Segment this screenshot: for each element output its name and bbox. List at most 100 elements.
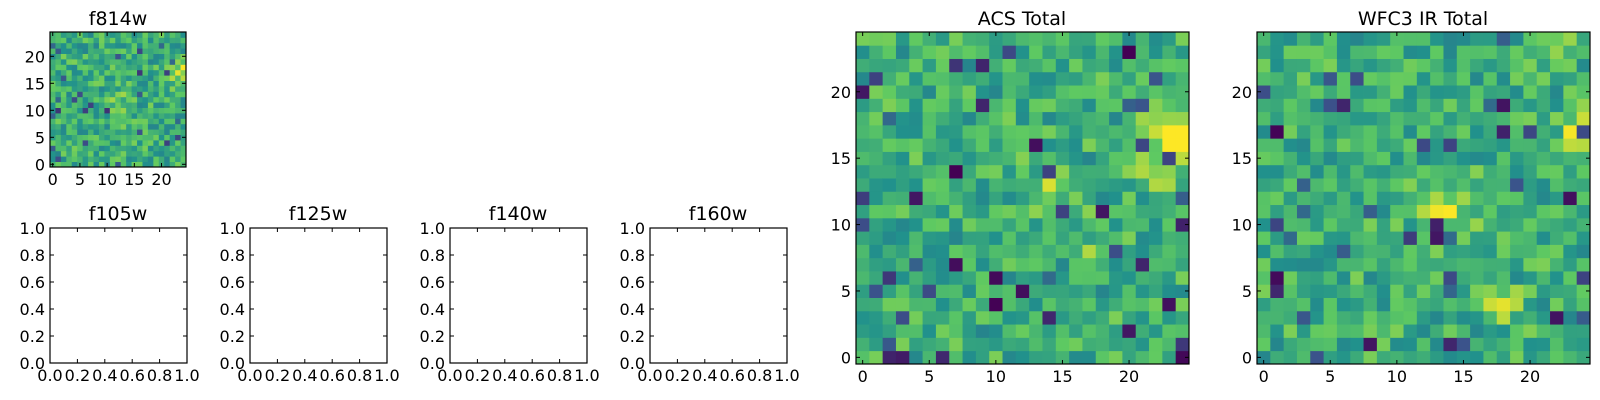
heatmap-cell — [1069, 32, 1083, 46]
heatmap-cell — [1310, 85, 1324, 99]
heatmap-cell — [126, 32, 132, 38]
heatmap-cell — [1470, 178, 1484, 192]
heatmap-cell — [175, 123, 181, 130]
heatmap-cell — [1576, 111, 1591, 126]
heatmap-cell — [949, 45, 963, 59]
heatmap-cell — [1015, 284, 1030, 298]
heatmap-cell — [1323, 164, 1338, 179]
heatmap-cell — [55, 69, 62, 76]
heatmap-cell — [1403, 257, 1418, 272]
heatmap-cell — [909, 151, 923, 166]
heatmap-cell — [1149, 350, 1163, 365]
heatmap-cell — [1323, 297, 1338, 312]
heatmap-cell — [1002, 124, 1017, 139]
heatmap-cell — [1376, 271, 1391, 285]
heatmap-cell — [1162, 231, 1177, 245]
heatmap-cell — [949, 310, 963, 325]
y-tick-label: 1.0 — [620, 219, 645, 238]
heatmap-cell — [104, 86, 111, 92]
heatmap-cell — [1095, 111, 1110, 126]
heatmap-cell — [909, 164, 923, 179]
heatmap-cell — [1069, 98, 1083, 113]
heatmap-cell — [1257, 350, 1271, 365]
heatmap-cell — [120, 134, 127, 141]
heatmap-cell — [1350, 71, 1364, 86]
heatmap-cell — [66, 107, 73, 114]
heatmap-cell — [1390, 310, 1404, 325]
heatmap-cell — [1403, 217, 1418, 232]
heatmap-cell — [1270, 217, 1285, 232]
heatmap-cell — [882, 324, 897, 338]
heatmap-cell — [175, 53, 181, 60]
heatmap-cell — [962, 164, 977, 179]
heatmap-cell — [1029, 257, 1043, 272]
heatmap-cell — [1082, 310, 1097, 325]
heatmap-cell — [895, 124, 910, 139]
heatmap-cell — [1109, 58, 1123, 73]
heatmap-cell — [169, 75, 176, 81]
heatmap-cell — [104, 37, 111, 44]
heatmap-cell — [164, 59, 171, 65]
heatmap-cell — [1095, 217, 1110, 232]
heatmap-cell — [1536, 71, 1551, 86]
heatmap-cell — [93, 75, 100, 81]
heatmap-cell — [1510, 71, 1524, 86]
heatmap-cell — [1363, 164, 1378, 179]
heatmap-cell — [1082, 111, 1097, 126]
heatmap-cell — [1563, 111, 1578, 126]
heatmap-cell — [1523, 138, 1538, 152]
heatmap-cell — [882, 98, 897, 113]
heatmap-cell — [1042, 324, 1057, 338]
heatmap-cell — [77, 75, 84, 81]
heatmap-cell — [55, 129, 62, 135]
heatmap-cell — [175, 102, 181, 108]
heatmap-cell — [989, 71, 1003, 86]
heatmap-cell — [1350, 231, 1364, 245]
heatmap-cell — [1536, 310, 1551, 325]
heatmap-cell — [109, 145, 116, 152]
heatmap-cell — [66, 86, 73, 92]
heatmap-cell — [66, 75, 73, 81]
heatmap-cell — [1162, 45, 1177, 59]
heatmap-cell — [1149, 98, 1163, 113]
heatmap-cell — [180, 32, 187, 38]
heatmap-cell — [1403, 337, 1418, 352]
heatmap-cell — [1430, 337, 1444, 352]
y-tick-label: 5 — [841, 282, 851, 301]
y-ticks-f105w: 0.00.20.40.60.81.0 — [20, 219, 187, 373]
heatmap-cell — [115, 161, 122, 168]
heatmap-cell — [1536, 337, 1551, 352]
heatmap-cell — [1310, 271, 1324, 285]
heatmap-cell — [1095, 324, 1110, 338]
heatmap-cell — [1109, 151, 1123, 166]
heatmap-cell — [93, 91, 100, 98]
heatmap-cell — [1403, 350, 1418, 365]
x-tick-label: 0 — [858, 367, 868, 386]
heatmap-cell — [1149, 45, 1163, 59]
heatmap-cell — [104, 145, 111, 152]
heatmap-cell — [158, 134, 165, 141]
heatmap-cell — [909, 271, 923, 285]
heatmap-cell — [158, 53, 165, 60]
heatmap-cell — [1336, 324, 1351, 338]
heatmap-cell — [1122, 178, 1137, 192]
heatmap-cell — [1470, 111, 1484, 126]
heatmap-cell — [1510, 324, 1524, 338]
heatmap-cell — [1443, 85, 1458, 99]
heatmap-cell — [1257, 71, 1271, 86]
heatmap-cell — [1135, 71, 1150, 86]
heatmap-cell — [1416, 98, 1431, 113]
heatmap-cell — [882, 178, 897, 192]
heatmap-cell — [1283, 244, 1298, 259]
heatmap-cell — [77, 59, 84, 65]
heatmap-cell — [1055, 284, 1070, 298]
heatmap-cell — [104, 53, 111, 60]
heatmap-cell — [158, 107, 165, 114]
heatmap-cell — [1416, 271, 1431, 285]
heatmap-cell — [131, 42, 138, 49]
heatmap-cell — [1336, 58, 1351, 73]
heatmap-cell — [180, 113, 187, 119]
heatmap-cell — [856, 32, 870, 46]
heatmap-cell — [71, 161, 78, 168]
heatmap-cell — [1082, 284, 1097, 298]
